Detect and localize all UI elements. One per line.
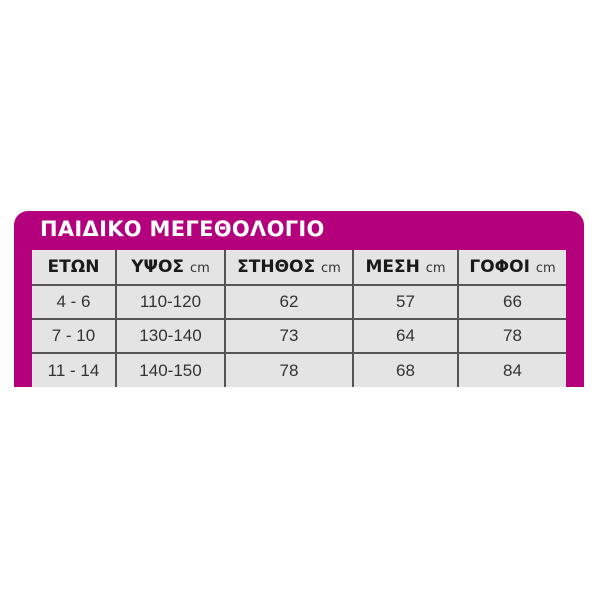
table-header-row: ΕΤΩΝ ΥΨΟΣ cm ΣΤΗΘΟΣ cm ΜΕΣΗ cm ΓΟΦΟΙ cm: [32, 250, 566, 286]
cell-chest: 62: [224, 285, 353, 320]
table-row: 4 - 6 110-120 62 57 66: [32, 285, 566, 320]
cell-hips: 78: [457, 319, 566, 354]
table-row: 7 - 10 130-140 73 64 78: [32, 319, 566, 354]
cell-height: 140-150: [115, 353, 225, 387]
cell-age: 11 - 14: [47, 360, 100, 380]
size-chart-panel: ΠΑΙΔΙΚΟ ΜΕΓΕΘΟΛΟΓΙΟ ΕΤΩΝ ΥΨΟΣ cm ΣΤΗΘΟΣ …: [14, 211, 584, 387]
chart-title: ΠΑΙΔΙΚΟ ΜΕΓΕΘΟΛΟΓΙΟ: [40, 217, 325, 241]
column-header-hips: ΓΟΦΟΙ cm: [457, 250, 566, 286]
cell-height: 130-140: [115, 319, 225, 354]
cell-chest: 78: [224, 353, 353, 387]
table-row: 11 - 14 140-150 78 68 84: [32, 353, 566, 387]
cell-waist: 68: [352, 353, 458, 387]
cell-height: 110-120: [115, 285, 225, 320]
size-table: ΕΤΩΝ ΥΨΟΣ cm ΣΤΗΘΟΣ cm ΜΕΣΗ cm ΓΟΦΟΙ cm …: [32, 250, 566, 387]
cell-hips: 66: [457, 285, 566, 320]
column-header-chest: ΣΤΗΘΟΣ cm: [224, 250, 353, 286]
cell-hips: 84: [457, 353, 566, 387]
cell-waist: 64: [352, 319, 458, 354]
cell-age: 7 - 10: [32, 319, 116, 354]
cell-waist: 57: [352, 285, 458, 320]
column-header-height: ΥΨΟΣ cm: [115, 250, 225, 286]
cell-age: 4 - 6: [32, 285, 116, 320]
column-header-waist: ΜΕΣΗ cm: [352, 250, 458, 286]
column-header-age: ΕΤΩΝ: [32, 250, 116, 286]
cell-chest: 73: [224, 319, 353, 354]
